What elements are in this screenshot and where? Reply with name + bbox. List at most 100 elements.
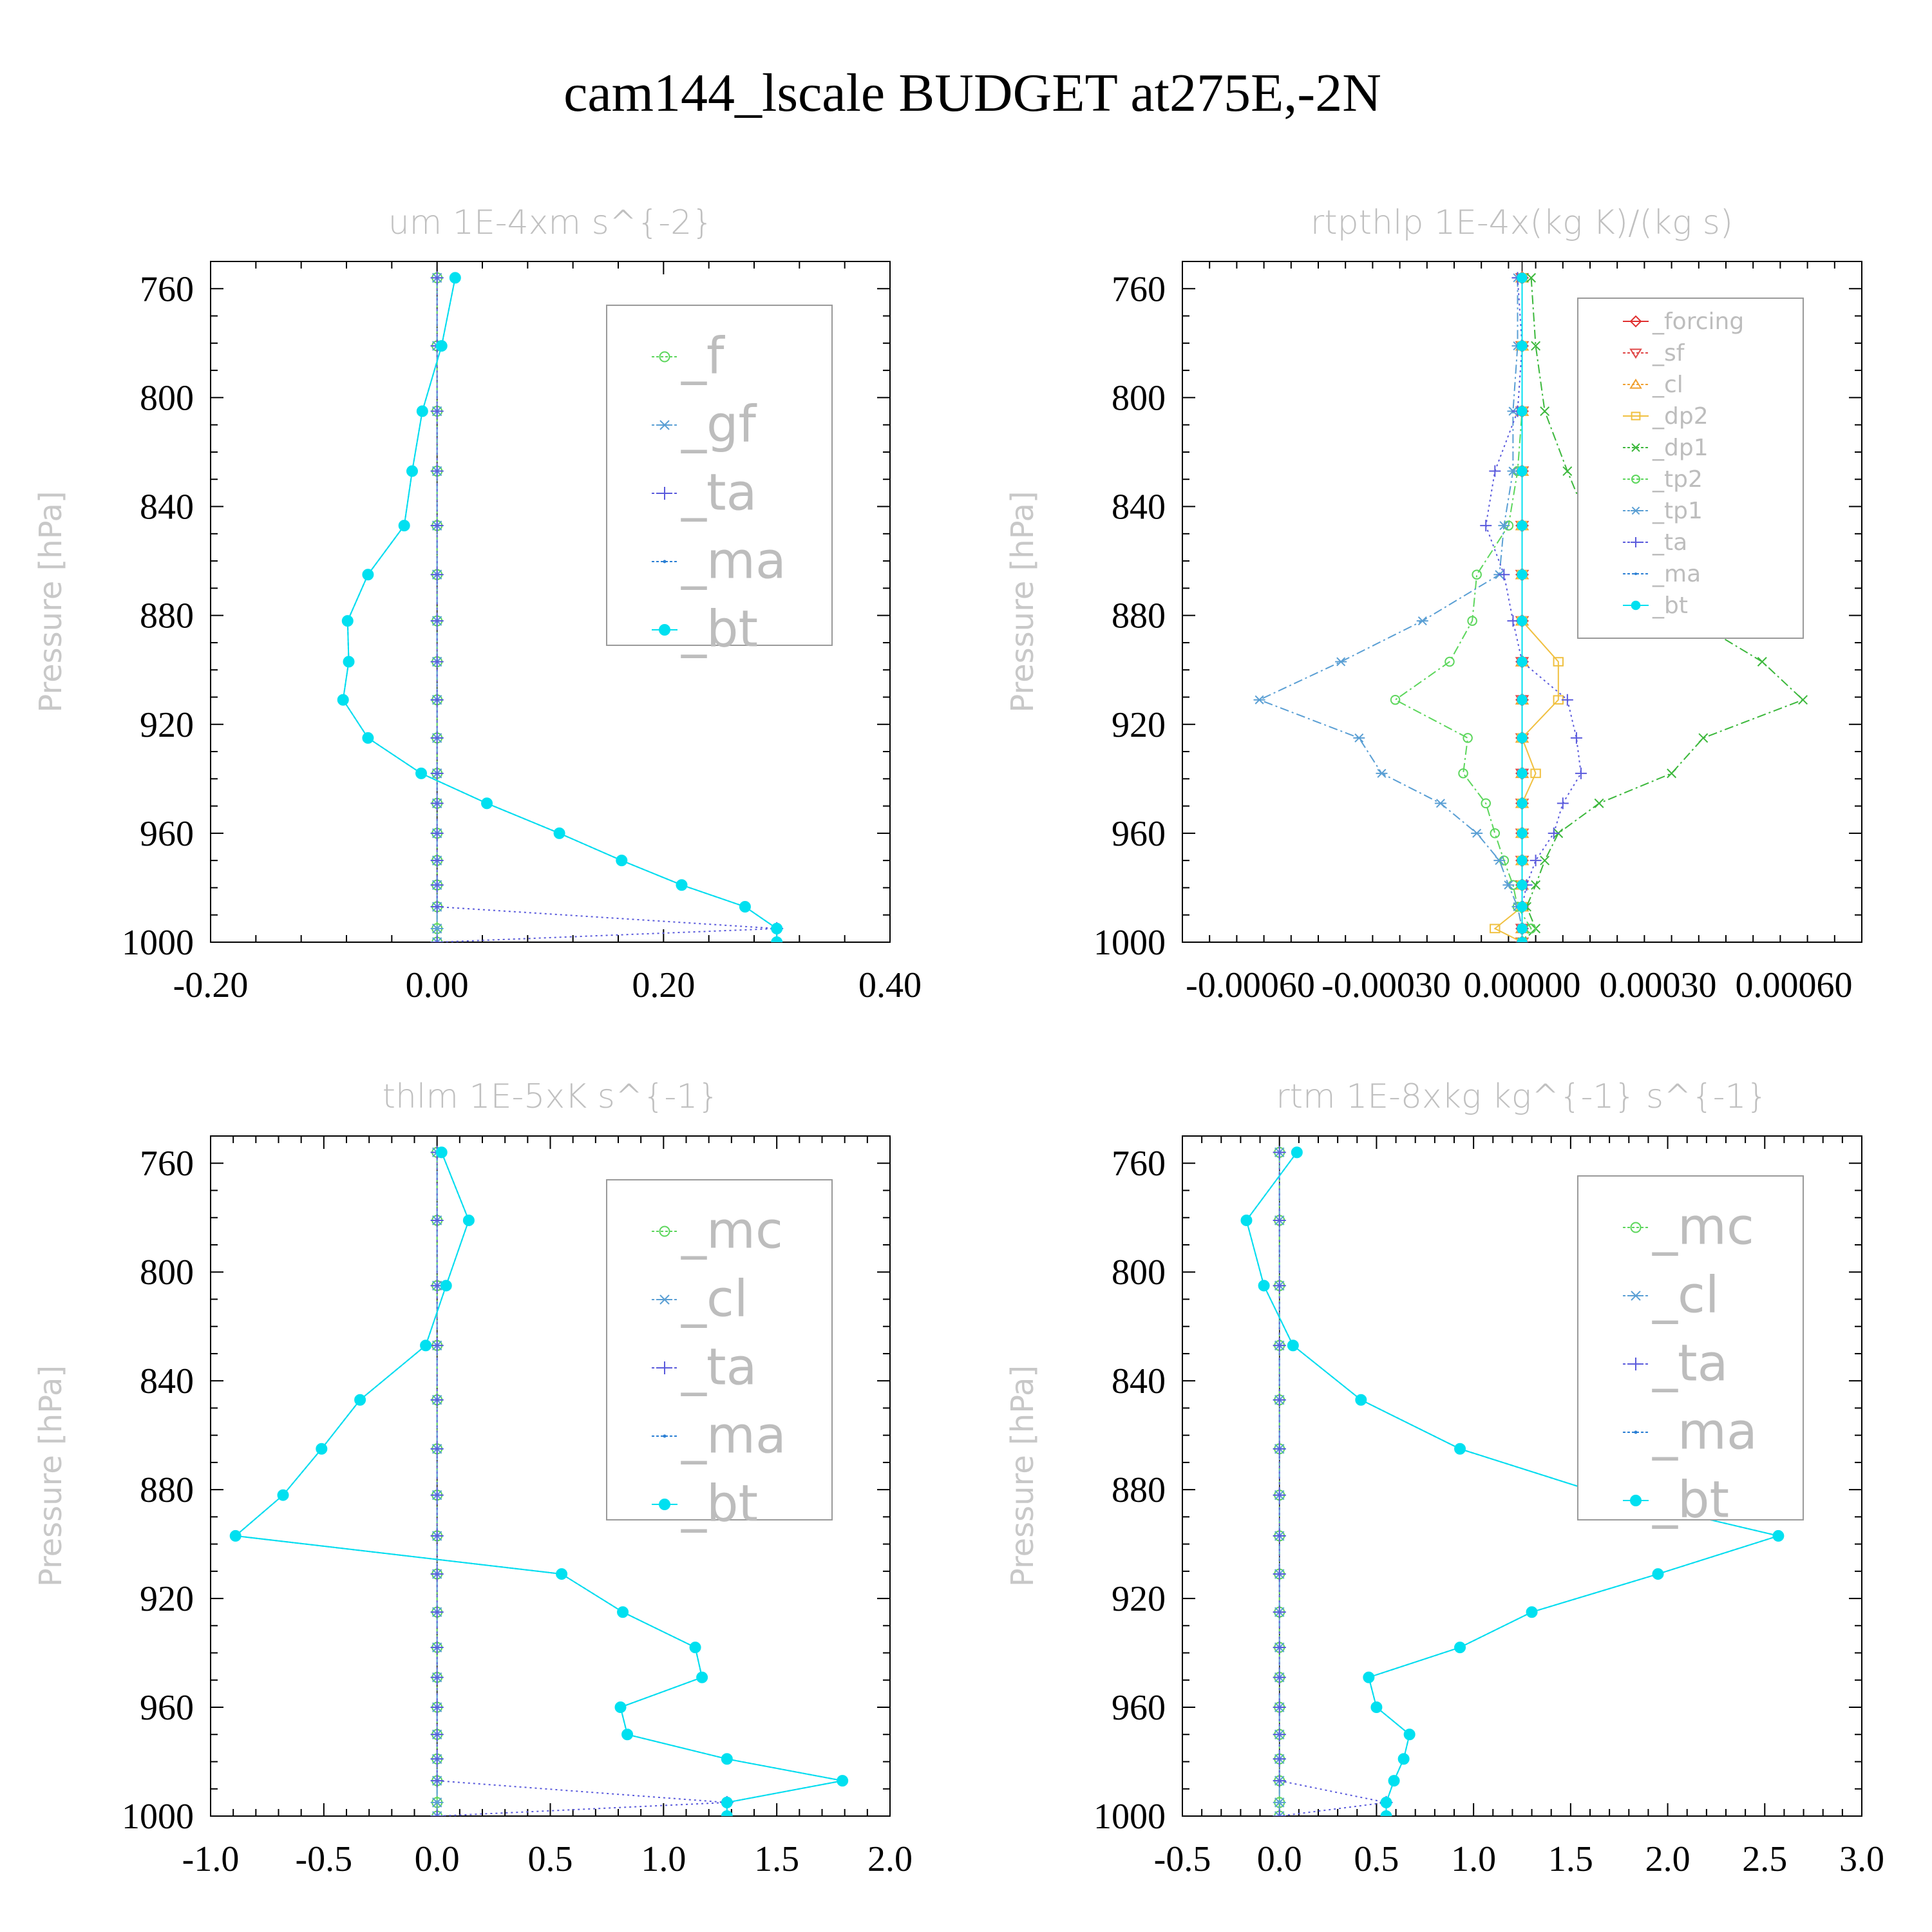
data-point: [430, 568, 444, 582]
data-point: [1380, 1810, 1392, 1816]
data-point: [1434, 799, 1446, 808]
data-point: [1273, 1605, 1286, 1619]
y-tick-label: 760: [1112, 1144, 1166, 1184]
y-axis-label: Pressure [hPa]: [33, 1365, 69, 1587]
x-tick-label: -1.0: [182, 1839, 240, 1879]
data-point: [1557, 797, 1569, 810]
x-tick-label: 1.5: [754, 1839, 799, 1879]
legend-label: _bt: [681, 601, 758, 659]
data-point: [1353, 733, 1365, 743]
data-point: [229, 1530, 242, 1542]
data-point: [1467, 616, 1477, 626]
data-point: [430, 766, 444, 780]
series-line: [1394, 278, 1532, 942]
data-point: [1273, 1810, 1286, 1816]
data-point: [1273, 1641, 1286, 1654]
data-point: [1273, 1728, 1286, 1741]
data-point: [1594, 798, 1604, 808]
series-line: [342, 278, 778, 942]
data-point: [337, 694, 349, 706]
data-point: [1444, 656, 1455, 667]
data-point: [1517, 272, 1528, 283]
data-point: [1517, 880, 1528, 891]
legend-marker: [659, 624, 670, 636]
data-point: [1517, 466, 1528, 477]
data-point: [1526, 1606, 1538, 1618]
series-line: [1485, 278, 1582, 942]
y-tick-label: 920: [1112, 1579, 1166, 1619]
legend-label: _ta: [681, 464, 757, 522]
data-point: [739, 901, 751, 913]
data-point: [420, 1340, 432, 1352]
data-point: [1490, 923, 1501, 934]
legend-marker: [1630, 1495, 1642, 1506]
legend-box: [1577, 298, 1804, 639]
data-point: [1472, 569, 1482, 580]
data-point: [481, 797, 493, 810]
data-point: [1397, 1753, 1410, 1765]
data-point: [430, 1752, 444, 1766]
series-line: [234, 1151, 843, 1816]
data-point: [1335, 657, 1347, 667]
data-point: [1517, 855, 1528, 866]
data-point: [553, 827, 565, 839]
legend-label: _cl: [1652, 1267, 1719, 1325]
data-point: [1291, 1146, 1303, 1159]
legend-label: _cl: [681, 1271, 748, 1329]
y-tick-label: 960: [1112, 1688, 1166, 1728]
legend-label: _tp1: [1652, 498, 1703, 524]
legend-label: _ma: [1652, 561, 1701, 587]
y-tick-label: 1000: [122, 1797, 194, 1837]
data-point: [1517, 828, 1528, 839]
legend-marker: [659, 1499, 670, 1510]
data-point: [1553, 657, 1564, 667]
data-point: [676, 879, 688, 891]
data-point: [341, 615, 354, 627]
legend-label: _dp1: [1652, 435, 1709, 461]
data-point: [721, 1796, 733, 1808]
legend-marker: [1631, 506, 1641, 515]
data-point: [1273, 1279, 1286, 1293]
x-tick-label: 0.00030: [1600, 965, 1717, 1005]
data-point: [771, 936, 783, 942]
data-point: [398, 520, 410, 532]
data-point: [430, 1213, 444, 1227]
data-point: [1540, 406, 1550, 416]
x-tick-label: -0.20: [173, 965, 249, 1005]
data-point: [1517, 694, 1528, 705]
legend-marker: [1634, 573, 1637, 575]
data-point: [1667, 768, 1677, 779]
x-tick-label: 0.20: [632, 965, 695, 1005]
data-point: [696, 1671, 708, 1683]
x-tick-label: 0.40: [858, 965, 922, 1005]
chart-panel: um 1E-4xm s^{-2} Pressure [hPa] 760 800 840 8…: [33, 204, 922, 1005]
y-axis-label: Pressure [hPa]: [1005, 1365, 1041, 1587]
data-point: [430, 271, 444, 285]
legend-marker: [1629, 1358, 1642, 1370]
data-point: [1652, 1568, 1664, 1580]
legend-marker: [658, 1294, 671, 1305]
data-point: [771, 922, 783, 934]
data-point: [689, 1642, 701, 1654]
data-point: [430, 878, 444, 892]
legend-marker: [658, 1361, 671, 1374]
data-point: [1416, 616, 1428, 626]
y-axis-label: Pressure [hPa]: [1005, 491, 1041, 712]
x-tick-label: 1.5: [1548, 1839, 1593, 1879]
legend-label: _mc: [1652, 1198, 1754, 1256]
data-point: [1273, 1752, 1286, 1766]
data-point: [343, 656, 355, 668]
data-point: [1562, 466, 1573, 477]
data-point: [1403, 1728, 1416, 1741]
data-point: [1463, 733, 1473, 743]
data-point: [449, 272, 461, 284]
data-point: [430, 1488, 444, 1502]
y-tick-label: 880: [140, 596, 194, 636]
y-tick-label: 800: [140, 378, 194, 418]
data-point: [1388, 1775, 1400, 1787]
x-tick-label: 1.0: [1451, 1839, 1496, 1879]
data-point: [430, 404, 444, 418]
data-point: [430, 464, 444, 478]
y-tick-label: 1000: [1094, 923, 1166, 963]
data-point: [462, 1214, 475, 1226]
